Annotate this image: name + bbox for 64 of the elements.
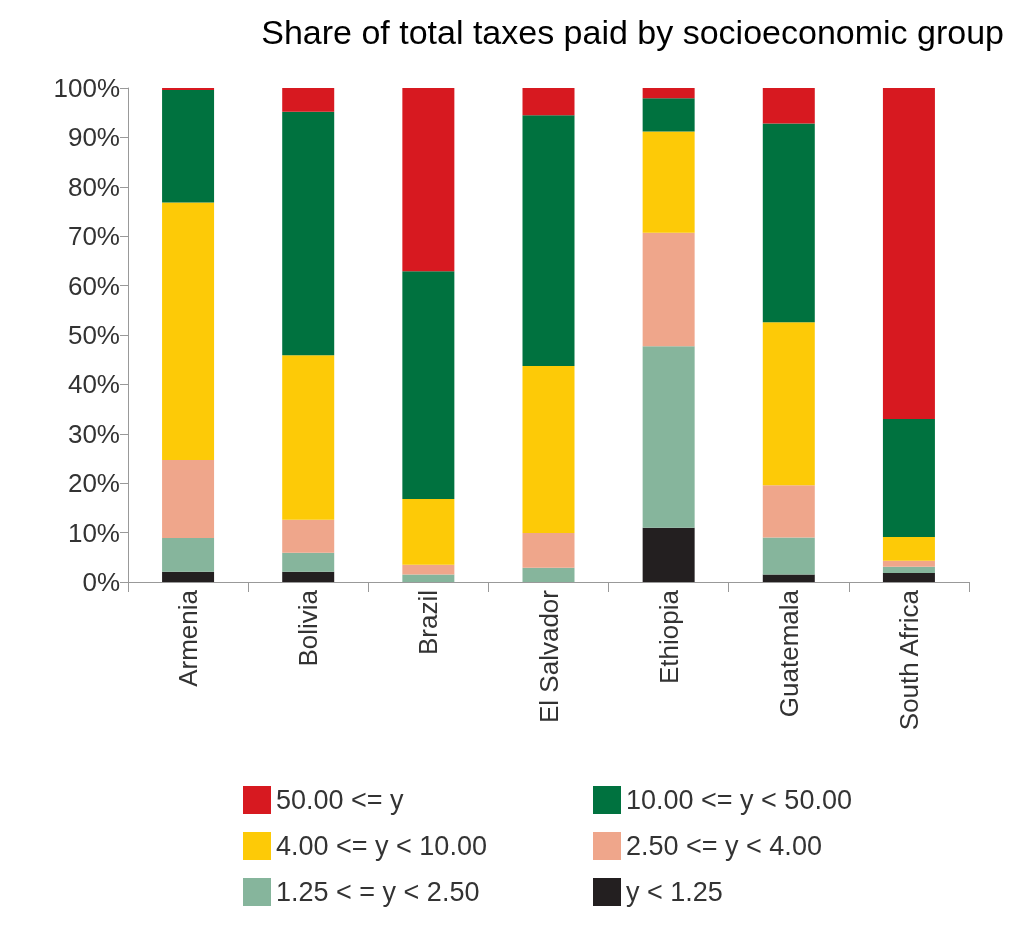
legend-label: y < 1.25 — [626, 877, 723, 907]
bar — [642, 346, 695, 528]
bar — [282, 111, 335, 356]
bar — [762, 537, 815, 575]
y-tick-label: 60% — [67, 270, 120, 301]
x-tick-label: Ethiopia — [653, 589, 684, 684]
y-tick-label: 90% — [67, 122, 120, 153]
bar — [882, 560, 935, 567]
bar — [282, 552, 335, 572]
bar — [882, 88, 935, 419]
bar — [162, 89, 215, 203]
legend-label: 2.50 <= y < 4.00 — [626, 831, 822, 861]
bar — [522, 533, 575, 568]
bar — [402, 499, 455, 565]
bar — [642, 527, 695, 582]
y-tick-label: 50% — [67, 320, 120, 350]
bar — [282, 571, 335, 582]
bar — [642, 131, 695, 233]
bar — [882, 573, 935, 582]
bar — [282, 355, 335, 520]
x-tick-label: Guatemala — [773, 589, 804, 718]
bar — [162, 538, 215, 572]
bar — [162, 571, 215, 582]
bar — [402, 574, 455, 582]
bar — [282, 88, 335, 112]
bar — [162, 202, 215, 460]
legend-label: 4.00 <= y < 10.00 — [276, 831, 487, 861]
chart-title: Share of total taxes paid by socioeconomic group — [261, 13, 1004, 51]
legend-label: 50.00 <= y — [276, 785, 405, 815]
x-tick-label: Armenia — [173, 589, 204, 687]
bar — [762, 322, 815, 486]
bar — [882, 537, 935, 561]
bar — [522, 567, 575, 582]
bar — [762, 123, 815, 323]
x-tick-label: El Salvador — [533, 589, 564, 723]
bar — [882, 566, 935, 574]
bar — [642, 98, 695, 132]
bar — [762, 88, 815, 124]
bar — [402, 564, 455, 575]
bar — [282, 519, 335, 553]
y-tick-label: 30% — [67, 418, 120, 449]
bar — [522, 88, 575, 116]
bar — [642, 88, 695, 99]
x-tick-label: Bolivia — [293, 589, 324, 667]
bar — [402, 271, 455, 500]
y-tick-label: 70% — [67, 221, 120, 252]
bar — [762, 485, 815, 538]
legend-label: 1.25 < = y < 2.50 — [276, 877, 480, 907]
bar — [162, 459, 215, 539]
bar — [882, 418, 935, 538]
y-tick-label: 100% — [53, 73, 120, 103]
y-tick-label: 40% — [67, 369, 120, 400]
legend-label: 10.00 <= y < 50.00 — [626, 785, 852, 815]
bar — [522, 366, 575, 534]
y-tick-label: 80% — [67, 171, 120, 202]
bar — [642, 232, 695, 347]
bar — [762, 574, 815, 582]
bar — [522, 115, 575, 367]
bar — [402, 88, 455, 272]
y-tick-label: 0% — [82, 567, 120, 597]
y-tick-label: 10% — [67, 517, 120, 548]
y-tick-label: 20% — [67, 468, 120, 499]
x-tick-label: Brazil — [413, 590, 444, 656]
x-tick-label: South Africa — [893, 589, 924, 731]
